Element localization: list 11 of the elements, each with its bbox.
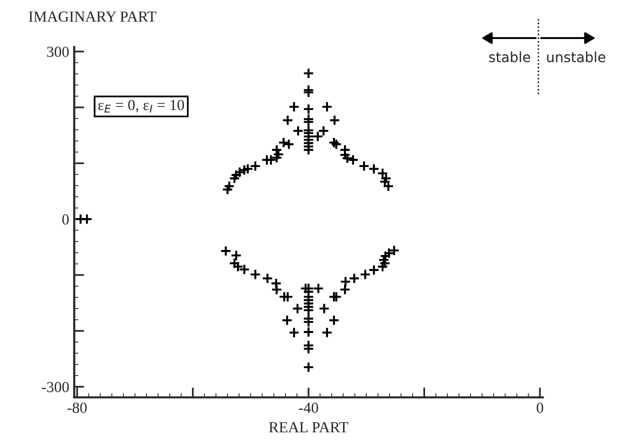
x-tick-label: -40 [298,402,318,413]
text: unstable [547,52,606,62]
x-axis-title: REAL PART [269,422,348,432]
y-tick-label: 300 [47,46,69,57]
annotation: ε$_{E}$ = 0, ε$_{I}$ = 10 [98,100,184,113]
x-tick-label: 0 [536,402,544,413]
annotation: stable [489,52,530,62]
y-tick-label: -300 [42,382,69,392]
y-tick-label: 0 [62,214,69,225]
x-tick-label: -80 [68,402,87,413]
y-axis-title: IMAGINARY PART [28,11,156,22]
